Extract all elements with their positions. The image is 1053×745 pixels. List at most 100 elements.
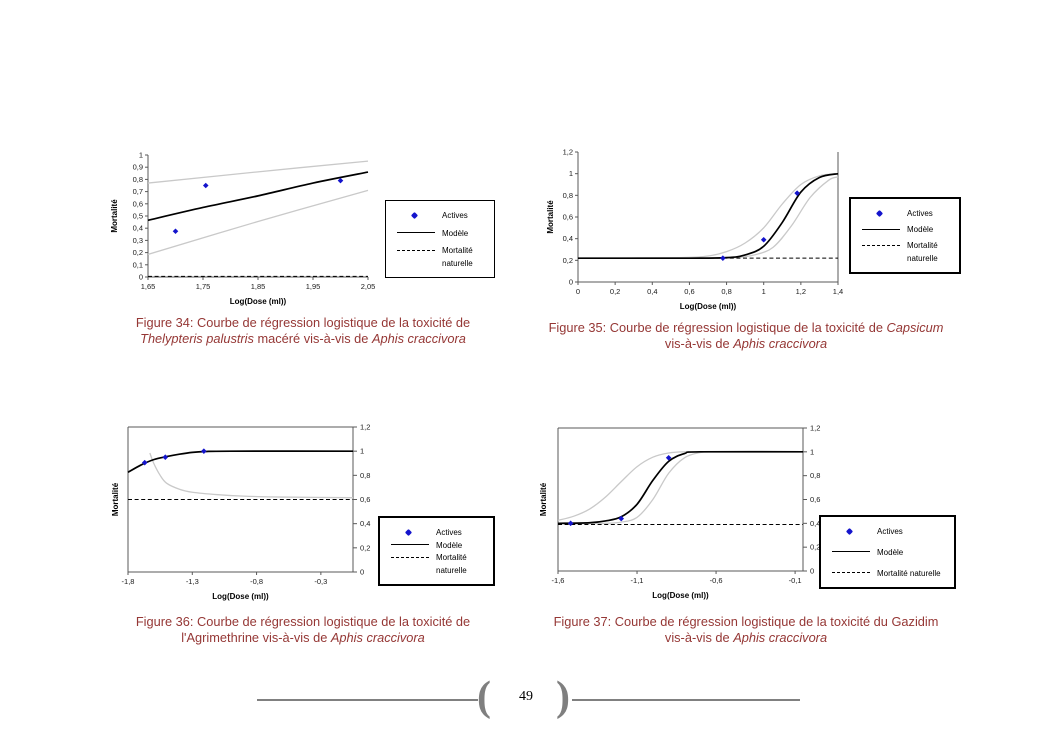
legend-label-actives: Actives: [907, 209, 933, 218]
svg-text:-1,1: -1,1: [631, 576, 644, 585]
legend-label-mortalite-naturelle: Mortalité naturelle: [442, 246, 473, 268]
svg-text:0,9: 0,9: [133, 163, 143, 172]
legend-label-modele: Modèle: [907, 225, 934, 235]
caption-line: l'Agrimethrine vis-à-vis de Aphis cracci…: [181, 630, 425, 646]
caption-line: vis-à-vis de Aphis craccivora: [664, 336, 828, 352]
svg-text:-1,6: -1,6: [552, 576, 565, 585]
x-axis-title: Log(Dose (ml)): [230, 297, 287, 306]
actives-point: [337, 177, 344, 184]
svg-text:-0,8: -0,8: [250, 577, 263, 586]
x-axis-title: Log(Dose (ml)): [212, 592, 269, 601]
svg-text:0,6: 0,6: [360, 495, 370, 504]
y-axis-title: Mortalité: [546, 200, 555, 234]
svg-text:0,8: 0,8: [133, 175, 143, 184]
figure-34-chart: 1,65 1,75 1,85 1,95 2,0500,10,20,30,40,50,60…: [110, 151, 376, 307]
y-axis: 0 0,1 0,2 0,3 0,4 0,5 0,6 0,7 0,8 0,9 1: [133, 151, 148, 282]
svg-text:1,75: 1,75: [196, 282, 211, 291]
svg-text:0: 0: [360, 568, 364, 577]
figure-37-legend: Actives Modèle Mortalité naturelle: [819, 515, 956, 589]
figure-36-legend: Actives Modèle Mortalité naturelle: [378, 516, 495, 586]
confidence-bands: [147, 160, 369, 256]
x-axis: -1,8 -1,3 -0,8 -0,3: [122, 572, 327, 586]
legend-label-modele: Modèle: [436, 540, 463, 550]
svg-text:0,5: 0,5: [133, 212, 143, 221]
legend-label-mortalite-naturelle: Mortalité naturelle: [907, 241, 938, 263]
figure-35-legend: Actives Modèle Mortalité naturelle: [849, 197, 961, 274]
figure-35-chart: 0 0,2 0,4 0,6 0,8 1 1,2 1,4 0 0,2 0,4 0,6 0,8 1 1,2 Log…: [546, 148, 843, 312]
figure-34-legend: Actives Modèle Mortalité naturelle: [385, 200, 495, 278]
y-axis-title: Mortalité: [110, 199, 119, 233]
actives-point: [567, 520, 574, 527]
page-number: 49: [519, 689, 533, 704]
legend-label-actives: Actives: [442, 211, 468, 220]
caption-line: Figure 34: Courbe de régression logistiq…: [135, 315, 471, 330]
footer-bracket-left-icon: (: [477, 674, 491, 720]
confidence-band-curve: [149, 452, 354, 499]
figure-37-chart: -1,6 -1,1 -0,6 -0,1 0 0,2 0,4 0,6 0,8 1 1,2 Log(Dos…: [539, 424, 820, 601]
actives-diamond-icon: [828, 526, 870, 536]
y-axis: 0 0,2 0,4 0,6 0,8 1 1,2: [563, 148, 578, 287]
legend-label-mortalite-naturelle: Mortalité naturelle: [877, 568, 941, 578]
model-curve: [127, 450, 354, 474]
actives-point: [665, 454, 672, 461]
svg-text:1: 1: [569, 169, 573, 178]
plot-frame: [577, 152, 839, 283]
x-axis-title: Log(Dose (ml)): [680, 302, 737, 311]
svg-text:0,6: 0,6: [133, 199, 143, 208]
svg-text:0,3: 0,3: [133, 236, 143, 245]
svg-text:0,1: 0,1: [133, 260, 143, 269]
svg-text:-1,8: -1,8: [122, 577, 135, 586]
legend-label-actives: Actives: [877, 527, 903, 536]
svg-text:0,8: 0,8: [721, 287, 731, 296]
actives-point: [162, 454, 169, 461]
svg-text:0,2: 0,2: [133, 248, 143, 257]
svg-text:1,2: 1,2: [810, 424, 820, 433]
legend-label-modele: Modèle: [442, 228, 469, 238]
confidence-band-curve: [147, 160, 369, 184]
svg-text:0,8: 0,8: [563, 191, 573, 200]
svg-text:0,2: 0,2: [360, 543, 370, 552]
svg-text:-0,6: -0,6: [710, 576, 723, 585]
svg-text:1: 1: [762, 287, 766, 296]
natural-mortality-dashed-icon: [393, 245, 435, 255]
actives-diamond-icon: [387, 527, 429, 537]
model-line-icon: [387, 540, 429, 550]
legend-item-actives: Actives: [387, 527, 490, 539]
svg-text:0,2: 0,2: [610, 287, 620, 296]
svg-text:0,6: 0,6: [684, 287, 694, 296]
svg-text:0,4: 0,4: [647, 287, 657, 296]
x-axis-title: Log(Dose (ml)): [652, 591, 709, 600]
svg-text:1,2: 1,2: [796, 287, 806, 296]
confidence-band-curve: [577, 176, 839, 259]
svg-text:1,85: 1,85: [251, 282, 266, 291]
svg-text:1,2: 1,2: [360, 423, 370, 432]
confidence-band-curve: [557, 451, 713, 525]
natural-mortality-dashed-icon: [828, 568, 870, 578]
natural-mortality-dashed-icon: [387, 552, 429, 562]
svg-text:2,05: 2,05: [361, 282, 376, 291]
legend-item-mortalite-naturelle: Mortalité naturelle: [858, 240, 956, 265]
caption-line: vis-à-vis de Aphis craccivora: [664, 630, 828, 646]
caption-line: Figure 35: Courbe de régression logistiq…: [548, 320, 944, 335]
actives-point: [720, 255, 726, 261]
actives-diamond-icon: [393, 210, 435, 220]
svg-text:-1,3: -1,3: [186, 577, 199, 586]
legend-item-mortalite-naturelle: Mortalité naturelle: [828, 568, 951, 580]
legend-label-modele: Modèle: [877, 547, 904, 557]
confidence-band-curve: [577, 173, 839, 259]
actives-point: [202, 182, 209, 189]
caption-line: Figure 37: Courbe de régression logistiq…: [553, 614, 939, 629]
y-axis-title: Mortalité: [111, 482, 120, 516]
svg-text:0,2: 0,2: [810, 543, 820, 552]
actives-points: [567, 454, 672, 527]
actives-points: [720, 190, 800, 261]
footer-bracket-right-icon: ): [556, 674, 570, 720]
model-curve: [147, 171, 369, 222]
actives-diamond-icon: [858, 208, 900, 218]
y-axis-title: Mortalité: [539, 482, 548, 516]
confidence-band-curve: [557, 451, 713, 521]
legend-item-actives: Actives: [858, 208, 956, 220]
svg-text:0,8: 0,8: [360, 471, 370, 480]
footer-left-rule: [257, 699, 478, 701]
